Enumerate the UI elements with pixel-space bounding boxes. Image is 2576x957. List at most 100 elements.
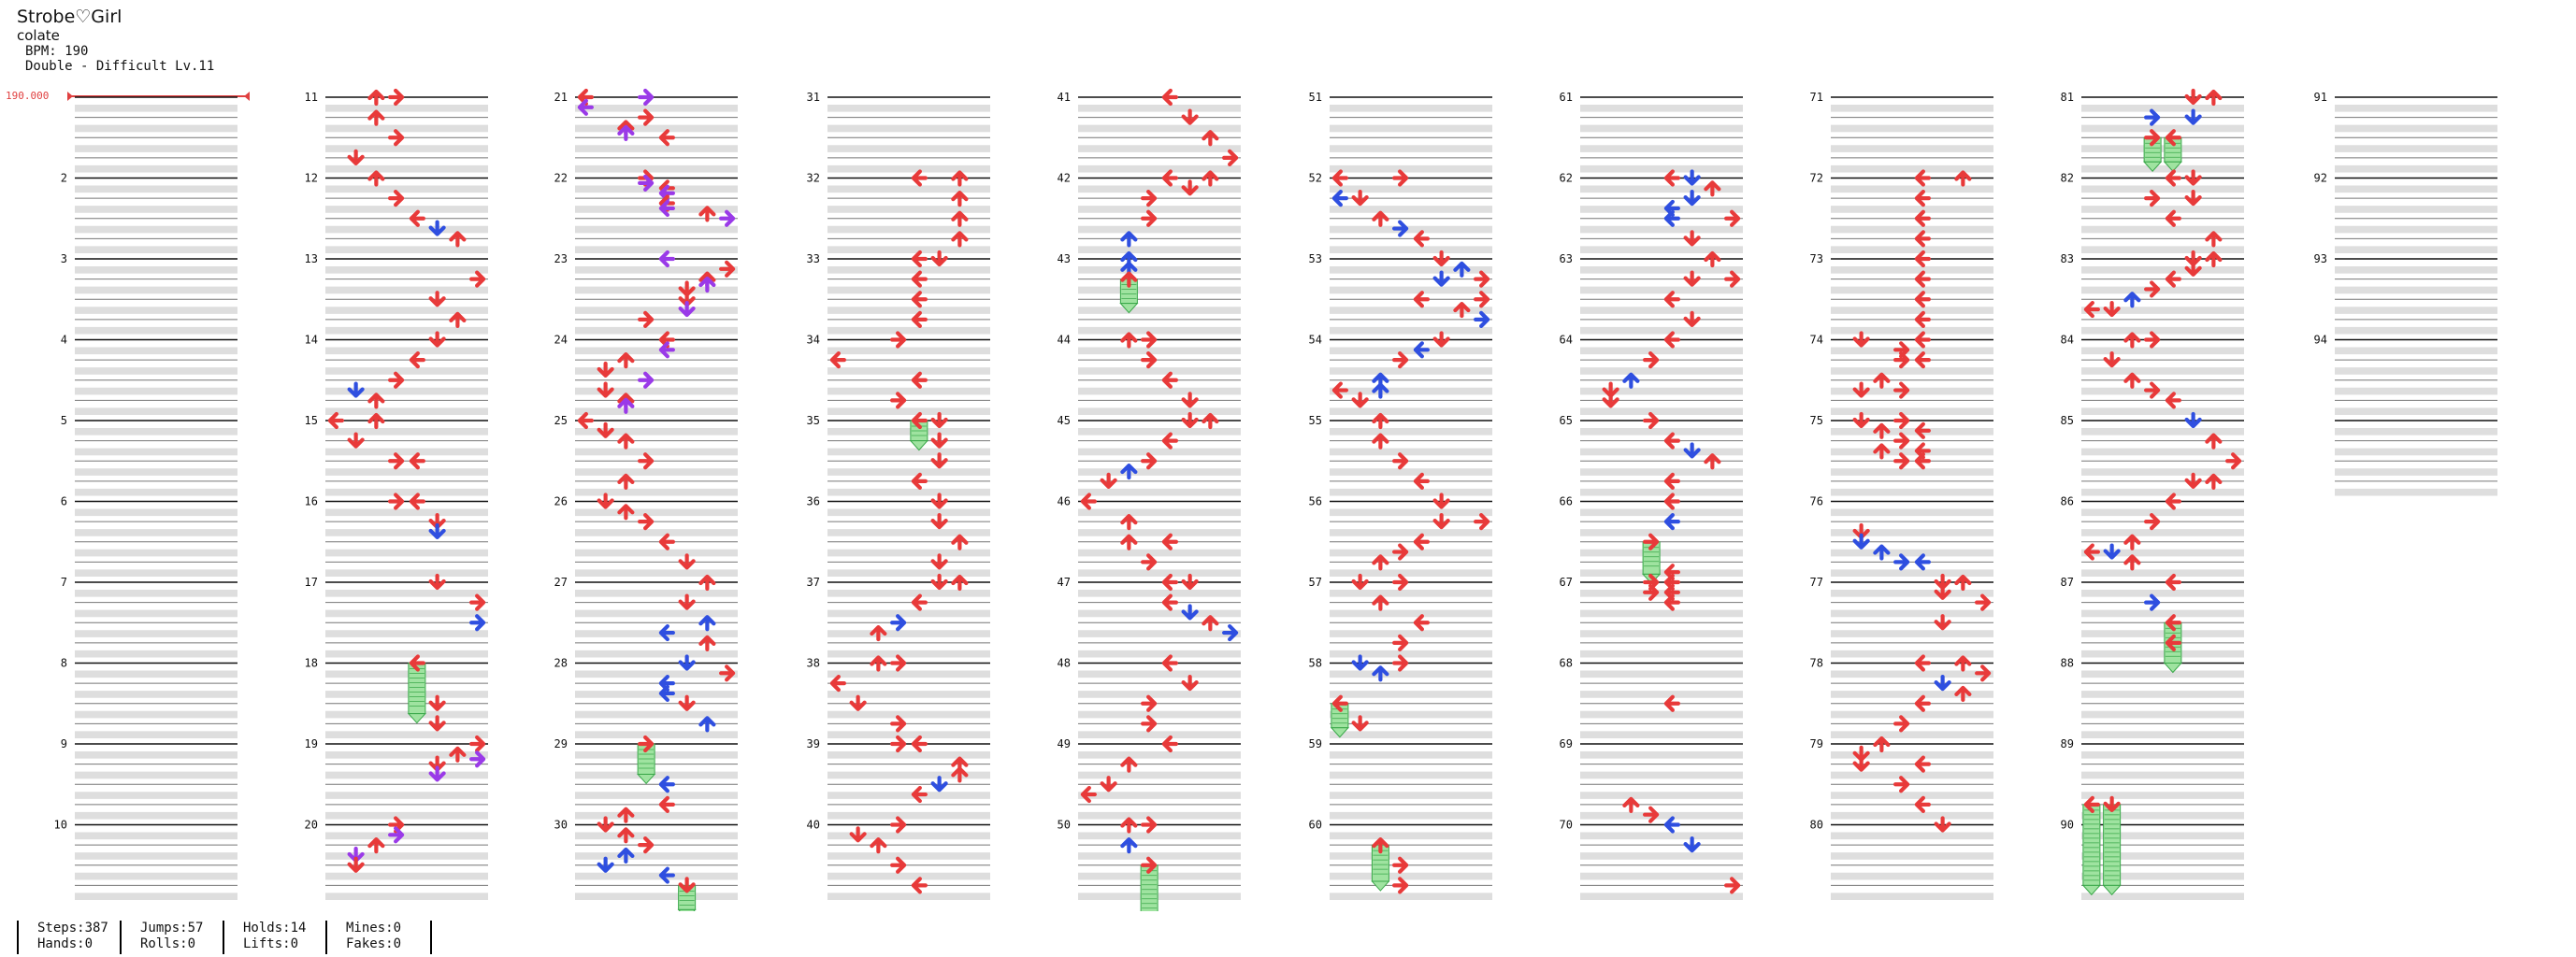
arrow-left-icon xyxy=(1413,472,1430,490)
beat-row-band xyxy=(575,893,738,900)
arrow-up-icon xyxy=(2123,372,2141,389)
beat-row-band xyxy=(75,105,237,112)
measure-number: 59 xyxy=(1309,737,1322,750)
beat-row-band xyxy=(2081,407,2244,415)
arrow-left-icon xyxy=(1914,654,1931,672)
arrow-left-icon xyxy=(409,351,425,369)
beat-row-band xyxy=(827,488,990,496)
arrow-down-icon xyxy=(678,593,696,610)
beat-row-band xyxy=(827,650,990,658)
arrow-right-icon xyxy=(1474,291,1490,308)
arrow-up-icon xyxy=(951,170,969,187)
arrow-up-icon xyxy=(367,89,385,107)
beat-row-band xyxy=(2335,347,2497,355)
arrow-up-icon xyxy=(1202,412,1219,430)
beat-row-band xyxy=(1330,164,1492,173)
beat-row-band xyxy=(1580,792,1743,799)
beat-row-band xyxy=(75,246,237,253)
beat-row-band xyxy=(325,105,488,112)
arrow-right-icon xyxy=(388,371,405,389)
beat-row-band xyxy=(2335,307,2497,314)
beat-row-band xyxy=(827,751,990,759)
beat-row-band xyxy=(1831,266,1993,274)
arrow-up-icon xyxy=(698,276,716,293)
arrow-right-icon xyxy=(1893,432,1910,450)
beat-row-band xyxy=(1330,428,1492,436)
arrow-up-icon xyxy=(1453,261,1471,278)
arrow-left-icon xyxy=(658,341,675,359)
beat-row-band xyxy=(1330,185,1492,193)
arrow-down-icon xyxy=(1100,472,1117,489)
beat-row-band xyxy=(575,832,738,840)
beat-row-band xyxy=(827,609,990,618)
arrow-left-icon xyxy=(1914,795,1931,813)
beat-row-band xyxy=(1580,206,1743,213)
arrow-left-icon xyxy=(2165,129,2181,147)
arrow-right-icon xyxy=(719,260,736,278)
measure-number: 18 xyxy=(305,657,318,670)
beat-row-band xyxy=(325,307,488,314)
arrow-down-icon xyxy=(2184,190,2202,207)
beat-row-band xyxy=(1831,407,1993,415)
beat-row-band xyxy=(1831,367,1993,375)
beat-row-band xyxy=(827,105,990,112)
arrow-right-icon xyxy=(638,88,655,107)
beat-row-band xyxy=(1831,286,1993,294)
arrow-up-icon xyxy=(617,807,635,823)
measure-number: 47 xyxy=(1058,576,1071,589)
arrow-left-icon xyxy=(658,623,675,642)
arrow-left-icon xyxy=(1161,88,1178,107)
arrow-up-icon xyxy=(1622,372,1640,389)
hold-note-tail xyxy=(1330,727,1349,738)
arrow-right-icon xyxy=(638,310,655,328)
arrow-down-icon xyxy=(1432,250,1450,267)
measure-number: 64 xyxy=(1560,334,1573,347)
beat-row-band xyxy=(2335,387,2497,395)
measure-number: 36 xyxy=(807,495,820,508)
measure-number: 10 xyxy=(54,819,67,832)
beat-row-band xyxy=(325,650,488,658)
measure-number: 49 xyxy=(1058,737,1071,750)
arrow-left-icon xyxy=(1161,432,1178,450)
arrow-down-icon xyxy=(1432,513,1450,530)
arrow-down-icon xyxy=(2103,543,2121,560)
beat-row-band xyxy=(1580,326,1743,335)
beat-row-band xyxy=(827,872,990,880)
beat-row-band xyxy=(1078,529,1241,536)
beat-row-band xyxy=(1831,893,1993,900)
arrow-up-icon xyxy=(951,766,969,783)
beat-row-band xyxy=(1078,650,1241,658)
beat-row-band xyxy=(325,145,488,152)
stat-steps: Steps:387 xyxy=(37,921,108,936)
stat-mines: Mines:0 xyxy=(346,921,402,936)
arrow-up-icon xyxy=(1120,463,1138,480)
beat-row-band xyxy=(1580,225,1743,234)
bpm-change-line xyxy=(67,92,250,101)
arrow-left-icon xyxy=(1914,310,1931,328)
beat-row-band xyxy=(1580,569,1743,577)
arrow-down-icon xyxy=(930,493,948,509)
arrow-up-icon xyxy=(1954,655,1972,672)
arrow-up-icon xyxy=(1372,665,1389,682)
arrow-down-icon xyxy=(597,421,614,438)
arrow-left-icon xyxy=(658,129,675,147)
beat-row-band xyxy=(1831,872,1993,880)
measure-number: 17 xyxy=(305,576,318,589)
arrow-down-icon xyxy=(1432,493,1450,509)
beat-row-band xyxy=(325,286,488,294)
beat-row-band xyxy=(2081,792,2244,799)
measure-number: 24 xyxy=(554,334,568,347)
beat-row-band xyxy=(575,630,738,637)
stats-holds-lifts: Holds:14 Lifts:0 xyxy=(223,921,327,954)
measure-number: 37 xyxy=(807,576,820,589)
arrow-down-icon xyxy=(678,300,696,318)
beat-row-band xyxy=(1078,811,1241,820)
beat-row-band xyxy=(1330,731,1492,738)
beat-row-band xyxy=(1831,185,1993,193)
beat-row-band xyxy=(2081,630,2244,637)
beat-row-band xyxy=(75,185,237,193)
beat-row-band xyxy=(2081,488,2244,496)
arrow-right-icon xyxy=(638,174,655,193)
arrow-right-icon xyxy=(469,614,486,632)
measure-number: 3 xyxy=(61,252,67,265)
